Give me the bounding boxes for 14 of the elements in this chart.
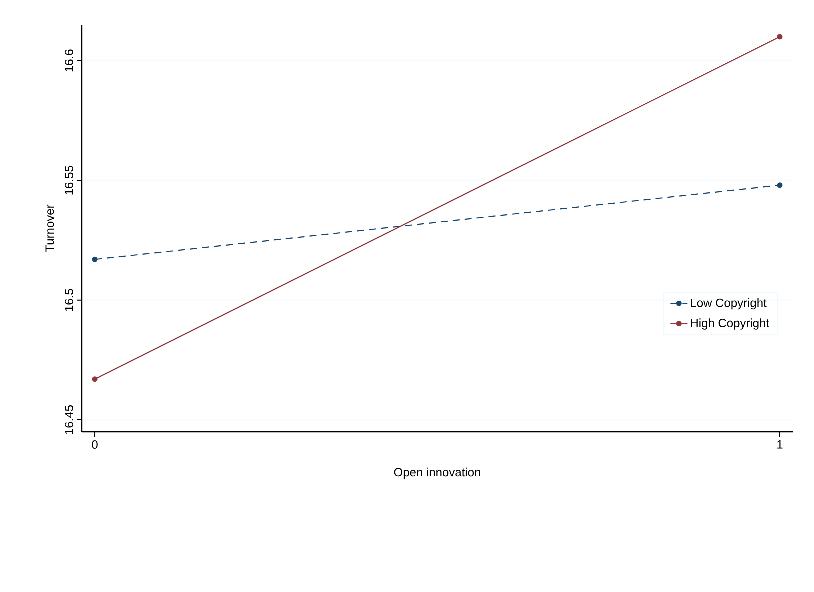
point: [92, 376, 98, 382]
y-tick-label: 16.5: [64, 289, 74, 312]
legend-label: Low Copyright: [691, 298, 767, 310]
point: [777, 34, 783, 40]
x-tick-label: 1: [778, 440, 783, 449]
y-axis-title: Turnover: [46, 204, 54, 252]
y-tick-label: 16.6: [64, 50, 74, 72]
y-tick-label: 16.45: [64, 406, 74, 434]
point: [777, 182, 783, 188]
point: [92, 256, 98, 262]
legend-label: High Copyright: [691, 318, 770, 330]
x-tick-label: 0: [92, 440, 98, 450]
y-tick-label: 16.55: [64, 166, 74, 195]
x-axis-title: Open innovation: [394, 468, 480, 480]
